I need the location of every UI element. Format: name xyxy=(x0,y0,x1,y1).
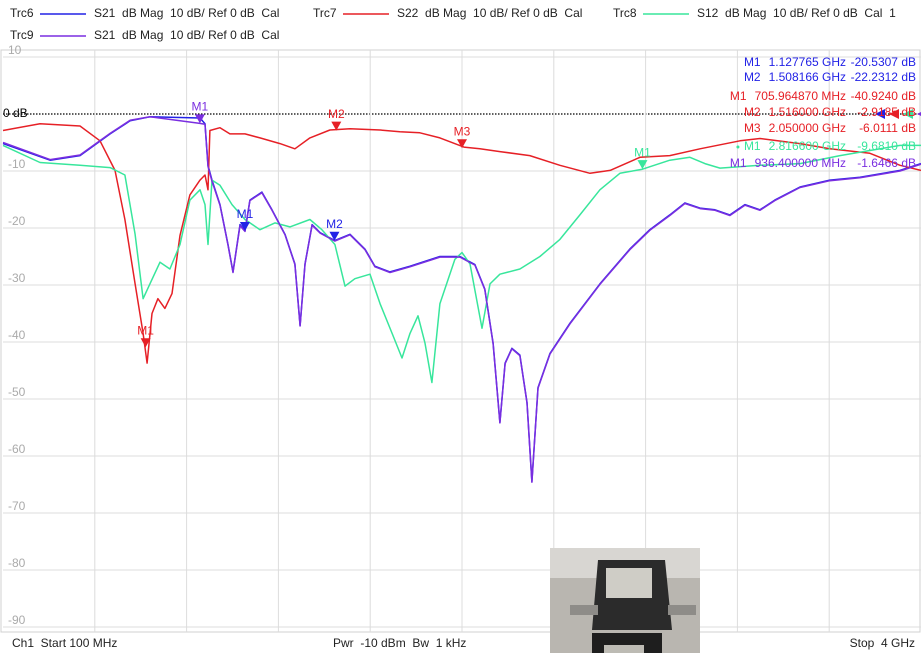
connector-right xyxy=(668,605,696,615)
marker-triangle xyxy=(331,121,342,131)
readout-label: M1 xyxy=(730,156,747,170)
legend-description: S22 dB Mag 10 dB/ Ref 0 dB Cal xyxy=(397,6,582,20)
readout-frequency: 2.050000 GHz xyxy=(769,121,846,135)
y-tick-label: -70 xyxy=(8,499,26,513)
readout-label: M3 xyxy=(744,121,761,135)
legend-trace-name: Trc7 xyxy=(313,6,337,20)
y-tick-label: -30 xyxy=(8,271,26,285)
connector-left xyxy=(570,605,598,615)
readout-value: -6.0111 dB xyxy=(859,121,916,135)
plot-frame xyxy=(0,49,921,633)
marker-triangle xyxy=(140,338,151,348)
reference-arrow xyxy=(917,112,921,116)
readout-frequency: 705.964870 MHz xyxy=(755,89,846,103)
trace-line xyxy=(2,116,921,483)
markers: M1 M2 M1 M2 M3 M1 M1 xyxy=(137,100,921,348)
y-tick-label: -40 xyxy=(8,328,26,342)
marker-label: M1 xyxy=(137,323,154,337)
readout-value: -9.6810 dB xyxy=(857,139,916,153)
marker-triangle xyxy=(637,160,648,170)
reference-arrow xyxy=(875,109,885,119)
readout-frequency: 1.516000 GHz xyxy=(769,105,846,119)
y-tick-label: 0 dB xyxy=(3,106,28,120)
y-tick-label: 10 xyxy=(8,43,22,57)
readout-frequency: 1.127765 GHz xyxy=(769,55,846,69)
legend-trace-name: Trc8 xyxy=(613,6,637,20)
device-label-2 xyxy=(604,645,644,653)
marker-readouts: -20.5307 dB 1.127765 GHz M1 -22.2312 dB 1.50… xyxy=(730,55,916,170)
reference-arrow xyxy=(903,109,913,119)
power-label: Pwr -10 dBm Bw 1 kHz xyxy=(333,636,466,650)
traces xyxy=(2,116,921,483)
device-label xyxy=(606,568,652,598)
reference-arrow xyxy=(889,109,899,119)
marker-label: M2 xyxy=(328,107,345,121)
legend-description: S21 dB Mag 10 dB/ Ref 0 dB Cal xyxy=(94,28,279,42)
marker-label: M1 xyxy=(237,207,254,221)
readout-frequency: 2.816600 GHz xyxy=(769,139,846,153)
y-tick-label: -20 xyxy=(8,214,26,228)
readout-value: -1.6466 dB xyxy=(857,156,916,170)
marker-triangle xyxy=(457,139,467,149)
marker-label: M1 xyxy=(192,100,209,114)
marker-label: M3 xyxy=(454,124,471,138)
y-tick-label: -50 xyxy=(8,385,26,399)
readout-value: -40.9240 dB xyxy=(851,89,916,103)
marker-triangle xyxy=(239,222,250,232)
legend-trace-name: Trc6 xyxy=(10,6,34,20)
legend-description: S21 dB Mag 10 dB/ Ref 0 dB Cal xyxy=(94,6,279,20)
readout-label: M1 xyxy=(744,139,761,153)
grid: 10 0 dB -10 -20 -30 -40 -50 -60 -70 -80 -90 xyxy=(3,43,921,632)
stop-label: Stop 4 GHz xyxy=(850,636,915,650)
readout-label: M2 xyxy=(744,105,761,119)
y-tick-label: -90 xyxy=(8,613,26,627)
legend: Trc6 S21 dB Mag 10 dB/ Ref 0 dB Cal Trc7 S2… xyxy=(10,6,896,42)
device-photo xyxy=(550,548,700,653)
readout-active-dot xyxy=(736,145,740,149)
legend-description: S12 dB Mag 10 dB/ Ref 0 dB Cal 1 xyxy=(697,6,896,20)
readout-label: M1 xyxy=(730,89,747,103)
y-tick-label: -10 xyxy=(8,157,26,171)
readout-frequency: 1.508166 GHz xyxy=(769,70,846,84)
readout-label: M2 xyxy=(744,70,761,84)
start-label: Ch1 Start 100 MHz xyxy=(12,636,117,650)
y-tick-label: -80 xyxy=(8,556,26,570)
y-tick-label: -60 xyxy=(8,442,26,456)
marker-triangle xyxy=(194,114,205,124)
marker-label: M2 xyxy=(326,217,343,231)
legend-trace-name: Trc9 xyxy=(10,28,34,42)
readout-value: -2.9185 dB xyxy=(857,105,916,119)
readout-label: M1 xyxy=(744,55,761,69)
marker-triangle xyxy=(329,231,340,241)
readout-value: -22.2312 dB xyxy=(851,70,916,84)
readout-frequency: 936.400000 MHz xyxy=(755,156,846,170)
readout-value: -20.5307 dB xyxy=(851,55,916,69)
trace-line xyxy=(2,144,921,384)
marker-label: M1 xyxy=(634,145,651,159)
trace-line xyxy=(2,122,921,364)
